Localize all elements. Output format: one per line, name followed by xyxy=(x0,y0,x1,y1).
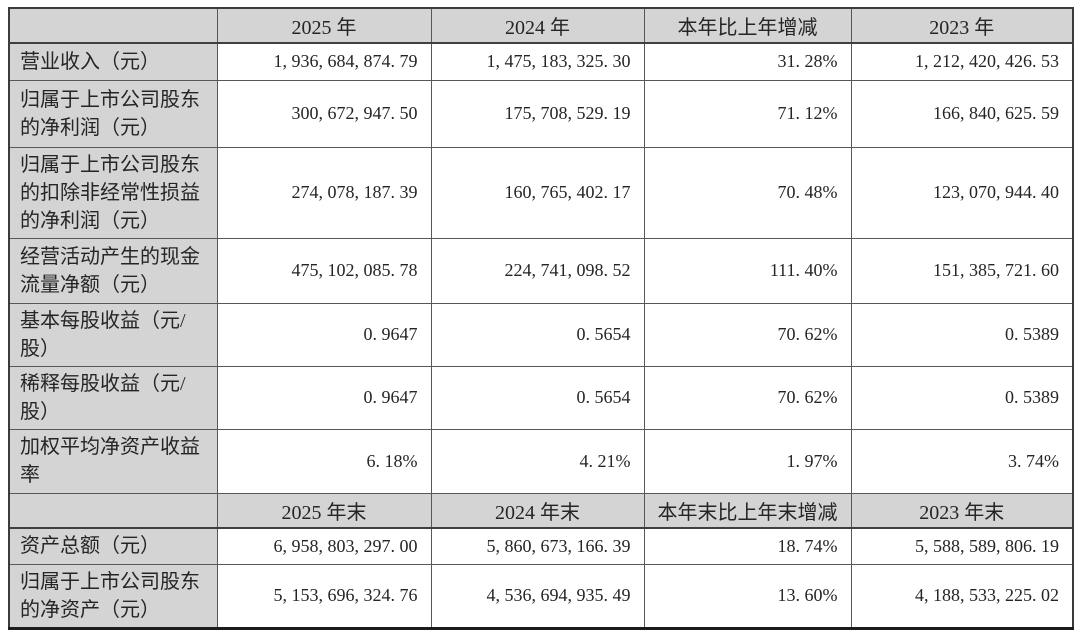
col-header-2024: 2024 年 xyxy=(430,7,645,44)
cell-value: 71. 12% xyxy=(643,79,852,148)
cell-value: 0. 5389 xyxy=(850,365,1074,430)
table-row-weighted-avg-roe: 加权平均净资产收益率 6. 18% 4. 21% 1. 97% 3. 74% xyxy=(8,428,1074,494)
cell-value: 111. 40% xyxy=(643,237,852,304)
table-row-total-assets: 资产总额（元） 6, 958, 803, 297. 00 5, 860, 673… xyxy=(8,527,1074,565)
table-row-net-profit: 归属于上市公司股东的净利润（元） 300, 672, 947. 50 175, … xyxy=(8,79,1074,148)
annual-header-row: 2025 年 2024 年 本年比上年增减 2023 年 xyxy=(8,7,1074,44)
cell-value: 6, 958, 803, 297. 00 xyxy=(216,527,432,565)
cell-value: 0. 9647 xyxy=(216,302,432,367)
cell-value: 18. 74% xyxy=(643,527,852,565)
corner-cell xyxy=(8,492,218,529)
cell-value: 175, 708, 529. 19 xyxy=(430,79,645,148)
cell-value: 6. 18% xyxy=(216,428,432,494)
cell-value: 31. 28% xyxy=(643,42,852,81)
table-row-diluted-eps: 稀释每股收益（元/股） 0. 9647 0. 5654 70. 62% 0. 5… xyxy=(8,365,1074,430)
row-label: 资产总额（元） xyxy=(8,527,218,565)
col-header-2023-end: 2023 年末 xyxy=(850,492,1074,529)
cell-value: 0. 5654 xyxy=(430,302,645,367)
cell-value: 123, 070, 944. 40 xyxy=(850,146,1074,239)
cell-value: 3. 74% xyxy=(850,428,1074,494)
cell-value: 166, 840, 625. 59 xyxy=(850,79,1074,148)
cell-value: 4. 21% xyxy=(430,428,645,494)
col-header-2025-end: 2025 年末 xyxy=(216,492,432,529)
row-label: 基本每股收益（元/股） xyxy=(8,302,218,367)
table-row-operating-cash-flow: 经营活动产生的现金流量净额（元） 475, 102, 085. 78 224, … xyxy=(8,237,1074,304)
col-header-2025: 2025 年 xyxy=(216,7,432,44)
cell-value: 274, 078, 187. 39 xyxy=(216,146,432,239)
col-header-yoy-change: 本年比上年增减 xyxy=(643,7,852,44)
col-header-2024-end: 2024 年末 xyxy=(430,492,645,529)
cell-value: 0. 9647 xyxy=(216,365,432,430)
row-label: 归属于上市公司股东的净资产（元） xyxy=(8,563,218,629)
cell-value: 13. 60% xyxy=(643,563,852,629)
table-row-net-profit-excl-nonrecurring: 归属于上市公司股东的扣除非经常性损益的净利润（元） 274, 078, 187.… xyxy=(8,146,1074,239)
cell-value: 5, 860, 673, 166. 39 xyxy=(430,527,645,565)
cell-value: 70. 48% xyxy=(643,146,852,239)
cell-value: 300, 672, 947. 50 xyxy=(216,79,432,148)
key-financials-table: 2025 年 2024 年 本年比上年增减 2023 年 营业收入（元） 1, … xyxy=(8,7,1074,630)
row-label: 稀释每股收益（元/股） xyxy=(8,365,218,430)
col-header-2023: 2023 年 xyxy=(850,7,1074,44)
cell-value: 1. 97% xyxy=(643,428,852,494)
cell-value: 1, 936, 684, 874. 79 xyxy=(216,42,432,81)
cell-value: 160, 765, 402. 17 xyxy=(430,146,645,239)
cell-value: 5, 588, 589, 806. 19 xyxy=(850,527,1074,565)
row-label: 营业收入（元） xyxy=(8,42,218,81)
cell-value: 0. 5389 xyxy=(850,302,1074,367)
cell-value: 1, 475, 183, 325. 30 xyxy=(430,42,645,81)
row-label: 加权平均净资产收益率 xyxy=(8,428,218,494)
cell-value: 1, 212, 420, 426. 53 xyxy=(850,42,1074,81)
cell-value: 70. 62% xyxy=(643,365,852,430)
table-row-net-assets: 归属于上市公司股东的净资产（元） 5, 153, 696, 324. 76 4,… xyxy=(8,563,1074,629)
corner-cell xyxy=(8,7,218,44)
row-label: 归属于上市公司股东的扣除非经常性损益的净利润（元） xyxy=(8,146,218,239)
cell-value: 224, 741, 098. 52 xyxy=(430,237,645,304)
cell-value: 4, 188, 533, 225. 02 xyxy=(850,563,1074,629)
cell-value: 0. 5654 xyxy=(430,365,645,430)
row-label: 归属于上市公司股东的净利润（元） xyxy=(8,79,218,148)
cell-value: 4, 536, 694, 935. 49 xyxy=(430,563,645,629)
cell-value: 475, 102, 085. 78 xyxy=(216,237,432,304)
table-row-basic-eps: 基本每股收益（元/股） 0. 9647 0. 5654 70. 62% 0. 5… xyxy=(8,302,1074,367)
col-header-year-end-change: 本年末比上年末增减 xyxy=(643,492,852,529)
cell-value: 5, 153, 696, 324. 76 xyxy=(216,563,432,629)
year-end-header-row: 2025 年末 2024 年末 本年末比上年末增减 2023 年末 xyxy=(8,492,1074,529)
table-row-revenue: 营业收入（元） 1, 936, 684, 874. 79 1, 475, 183… xyxy=(8,42,1074,81)
cell-value: 70. 62% xyxy=(643,302,852,367)
row-label: 经营活动产生的现金流量净额（元） xyxy=(8,237,218,304)
cell-value: 151, 385, 721. 60 xyxy=(850,237,1074,304)
